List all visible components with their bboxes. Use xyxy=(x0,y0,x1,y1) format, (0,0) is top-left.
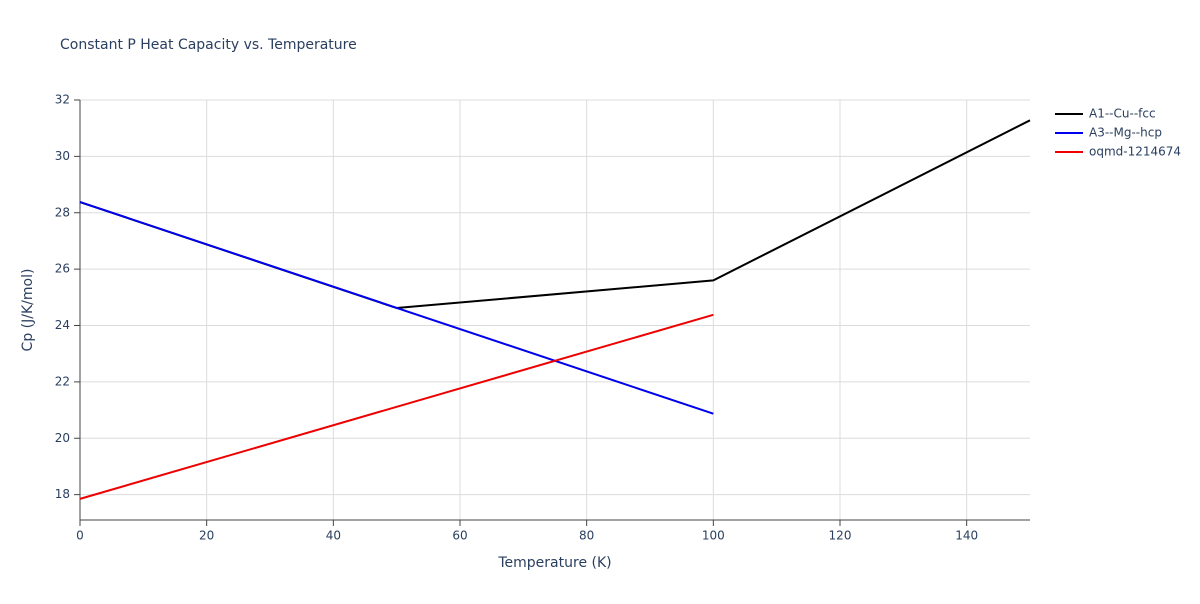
y-tick-label: 18 xyxy=(55,487,70,501)
series-line xyxy=(79,201,714,415)
legend-label: A3--Mg--hcp xyxy=(1089,126,1162,140)
legend-label: oqmd-1214674 xyxy=(1089,145,1181,159)
chart-title: Constant P Heat Capacity vs. Temperature xyxy=(60,37,357,53)
x-tick-label: 40 xyxy=(326,529,341,543)
x-tick-label: 20 xyxy=(199,529,214,543)
legend-label: A1--Cu--fcc xyxy=(1089,107,1156,121)
x-tick-label: 60 xyxy=(452,529,467,543)
x-tick-label: 100 xyxy=(702,529,725,543)
y-axis-label: Cp (J/K/mol) xyxy=(20,269,36,352)
y-tick-label: 30 xyxy=(55,149,70,163)
x-tick-label: 140 xyxy=(955,529,978,543)
y-tick-label: 24 xyxy=(55,318,70,332)
y-tick-label: 28 xyxy=(55,205,70,219)
y-tick-label: 22 xyxy=(55,374,70,388)
series-line xyxy=(79,119,1031,310)
x-tick-label: 120 xyxy=(829,529,852,543)
y-tick-label: 26 xyxy=(55,262,70,276)
y-tick-label: 32 xyxy=(55,93,70,107)
y-tick-label: 20 xyxy=(55,431,70,445)
x-tick-label: 80 xyxy=(579,529,594,543)
x-tick-label: 0 xyxy=(76,529,84,543)
x-axis-label: Temperature (K) xyxy=(497,555,611,571)
series-line xyxy=(79,313,714,500)
